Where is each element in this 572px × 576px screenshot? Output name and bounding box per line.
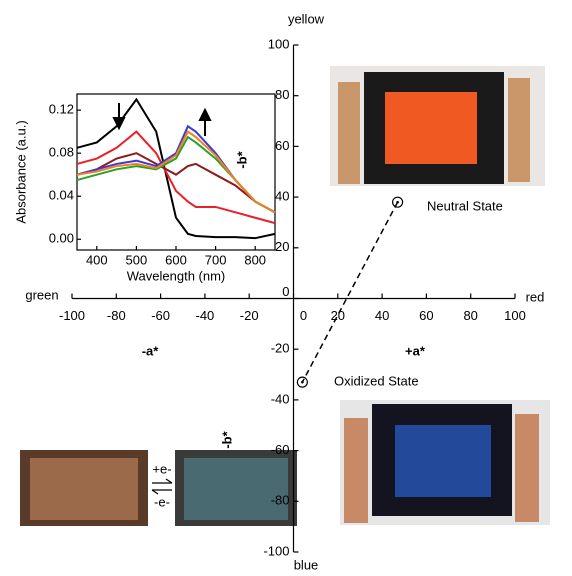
x-tick-label: -20: [240, 308, 259, 323]
y-tick-label: 0.12: [49, 102, 74, 117]
annotation: yellow: [288, 11, 325, 26]
connector: [302, 202, 397, 382]
y-tick-label: 0: [282, 284, 289, 299]
y-axis-title: Absorbance (a.u.): [13, 120, 28, 223]
x-tick-label: -100: [59, 308, 85, 323]
annotation: blue: [294, 557, 319, 572]
y-tick-label: 60: [275, 138, 289, 153]
annotation: green: [25, 287, 58, 302]
y-tick-label: -100: [263, 543, 289, 558]
y-tick-label: 0.08: [49, 145, 74, 160]
x-tick-label: -40: [196, 308, 215, 323]
x-tick-label: 0: [300, 308, 307, 323]
y-tick-label: 0.04: [49, 188, 74, 203]
y-tick-label: -60: [271, 442, 290, 457]
annotation: -b*: [234, 150, 249, 168]
annotation: +a*: [405, 343, 426, 358]
redox-arrows: [152, 479, 172, 494]
x-tick-label: -60: [151, 308, 170, 323]
annotation: red: [526, 289, 545, 304]
annotation: Oxidized State: [334, 373, 419, 388]
x-tick-label: 60: [419, 308, 433, 323]
photo-oxidized: [340, 400, 550, 525]
y-tick-label: -20: [271, 341, 290, 356]
x-tick-label: 500: [126, 252, 148, 267]
y-tick-label: 100: [268, 36, 290, 51]
x-tick-label: 100: [504, 308, 526, 323]
photo-small-neutral: [20, 450, 148, 526]
y-tick-label: 20: [275, 239, 289, 254]
y-tick-label: 80: [275, 87, 289, 102]
y-tick-label: -40: [271, 391, 290, 406]
point-dot: [301, 381, 304, 384]
y-tick-label: -80: [271, 493, 290, 508]
annotation: +e-: [152, 461, 171, 476]
annotation: -a*: [142, 343, 160, 358]
x-tick-label: 400: [86, 252, 108, 267]
x-tick-label: -80: [107, 308, 126, 323]
x-tick-label: 20: [331, 308, 345, 323]
annotation: Neutral State: [427, 198, 503, 213]
photo-small-oxidized: [175, 450, 297, 526]
y-tick-label: 40: [275, 189, 289, 204]
x-tick-label: 800: [244, 252, 266, 267]
photo-neutral: [330, 66, 545, 186]
figure: -100 -80 -60 -40 -20 0 20 40 60 80 100 100 80 60 40 20 0…: [0, 0, 572, 576]
x-axis-title: Wavelength (nm): [127, 268, 226, 283]
x-tick-label: 700: [205, 252, 227, 267]
x-tick-label: 40: [375, 308, 389, 323]
annotation: -b*: [219, 430, 234, 448]
spectrum-line: [77, 132, 275, 223]
x-tick-label: 80: [463, 308, 477, 323]
x-tick-label: 600: [165, 252, 187, 267]
annotation: -e-: [154, 494, 170, 509]
point-dot: [396, 201, 399, 204]
y-tick-label: 0.00: [49, 231, 74, 246]
